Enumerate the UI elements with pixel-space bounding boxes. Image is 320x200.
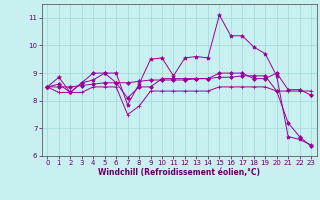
X-axis label: Windchill (Refroidissement éolien,°C): Windchill (Refroidissement éolien,°C) xyxy=(98,168,260,177)
